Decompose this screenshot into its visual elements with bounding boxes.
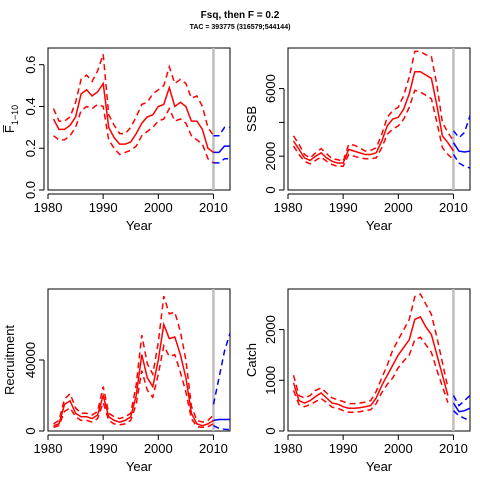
figure-title: Fsq, then F = 0.2	[200, 10, 280, 21]
ssb-y-tick-label: 0	[263, 186, 278, 193]
catch-projection-lower-line	[452, 410, 471, 422]
catch-x-axis-label: Year	[366, 459, 393, 474]
fbar-projection-lower-line	[213, 157, 230, 164]
ssb-historical-median-line	[292, 70, 455, 164]
fbar-y-axis-label: F̅1−10	[2, 105, 20, 133]
recruitment-y-tick-label: 40000	[23, 342, 38, 378]
recruitment-x-tick-label: 2010	[199, 441, 228, 456]
catch-historical-upper-line	[292, 293, 449, 405]
recruitment-projection-lower-line	[213, 425, 231, 431]
ssb-x-tick-label: 1980	[274, 200, 303, 215]
ssb-plot-frame	[287, 47, 471, 191]
ssb-x-axis-label: Year	[366, 218, 393, 233]
recruitment-historical-upper-line	[53, 295, 215, 425]
catch-historical-median-line	[292, 315, 449, 409]
ssb-x-tick-label: 2000	[384, 200, 413, 215]
fbar-y-tick-label: 0.6	[23, 56, 38, 74]
catch-plot-frame	[287, 288, 471, 432]
catch-x-tick-label: 1990	[329, 441, 358, 456]
catch-projection-upper-line	[452, 394, 471, 407]
recruitment-projection-upper-line	[212, 333, 231, 405]
recruitment-x-tick-label: 2000	[144, 441, 173, 456]
recruitment-y-axis-label: Recruitment	[2, 325, 17, 395]
catch-x-tick-label: 2010	[439, 441, 468, 456]
fbar-projection-median-line	[213, 145, 230, 154]
recruitment-x-axis-label: Year	[126, 459, 153, 474]
ssb-projection-upper-line	[452, 115, 471, 139]
recruitment-projection-median-line	[213, 418, 230, 422]
ssb-panel: 1980 1990 2000 2010 0 2000 6000 Year SSB	[244, 47, 471, 233]
fbar-y-tick-label: 0.2	[23, 139, 38, 157]
catch-panel: 1980 1990 2000 2010 0 1000 2000 Year Catch	[244, 288, 471, 474]
recruitment-historical-median-line	[53, 321, 214, 427]
fbar-historical-median-line	[52, 81, 214, 153]
fbar-x-tick-label: 1980	[34, 200, 63, 215]
recruitment-y-tick-label: 0	[23, 427, 38, 434]
catch-x-tick-label: 1980	[274, 441, 303, 456]
fbar-plot-frame	[47, 47, 231, 191]
ssb-y-axis-label: SSB	[244, 106, 259, 132]
catch-y-tick-label: 2000	[263, 315, 278, 344]
recruitment-panel: 1980 1990 2000 2010 0 40000 Year Recruitment	[2, 288, 231, 474]
fbar-x-axis-label: Year	[126, 218, 153, 233]
fbar-x-tick-label: 1990	[89, 200, 118, 215]
ssb-x-tick-label: 1990	[329, 200, 358, 215]
catch-y-axis-label: Catch	[244, 343, 259, 377]
catch-projection-median-line	[452, 402, 471, 413]
ssb-x-tick-label: 2010	[439, 200, 468, 215]
recruitment-x-tick-label: 1990	[89, 441, 118, 456]
ssb-historical-lower-line	[292, 89, 455, 168]
recruitment-plot-frame	[47, 288, 231, 432]
catch-x-tick-label: 2000	[384, 441, 413, 456]
catch-historical-lower-line	[292, 336, 449, 413]
fbar-x-tick-label: 2000	[144, 200, 173, 215]
recruitment-x-tick-label: 1980	[34, 441, 63, 456]
ssb-y-tick-label: 6000	[263, 74, 278, 103]
recruitment-historical-lower-line	[53, 343, 214, 429]
ssb-projection-lower-line	[452, 154, 471, 169]
fbar-x-tick-label: 2010	[199, 200, 228, 215]
figure-subtitle: TAC = 393775 (316579;544144)	[189, 24, 291, 31]
fbar-historical-upper-line	[52, 54, 215, 137]
fbar-y-tick-label: 0.4	[23, 97, 38, 115]
catch-y-tick-label: 0	[263, 427, 278, 434]
ssb-y-tick-label: 2000	[263, 142, 278, 171]
fbar-projection-upper-line	[213, 126, 230, 137]
fbar-y-tick-label: 0.0	[23, 181, 38, 199]
catch-y-tick-label: 1000	[263, 366, 278, 395]
fbar-historical-lower-line	[53, 103, 214, 164]
fbar-panel: 1980 1990 2000 2010 0.0 0.2 0.4 0.6 Year F̅1−10	[2, 47, 231, 233]
ssb-projection-median-line	[452, 142, 471, 153]
ssb-historical-upper-line	[292, 50, 455, 163]
